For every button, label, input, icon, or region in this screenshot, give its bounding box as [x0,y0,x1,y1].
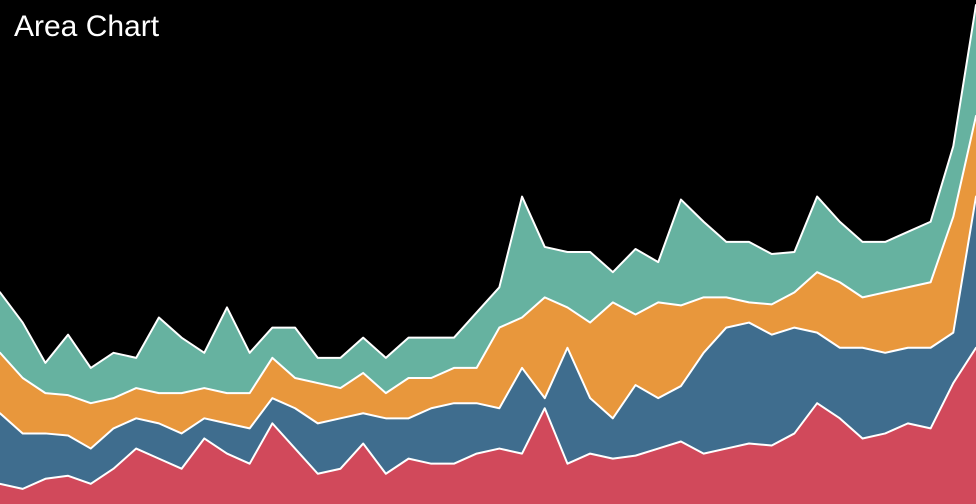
area-chart [0,0,976,504]
area-chart-svg [0,0,976,504]
